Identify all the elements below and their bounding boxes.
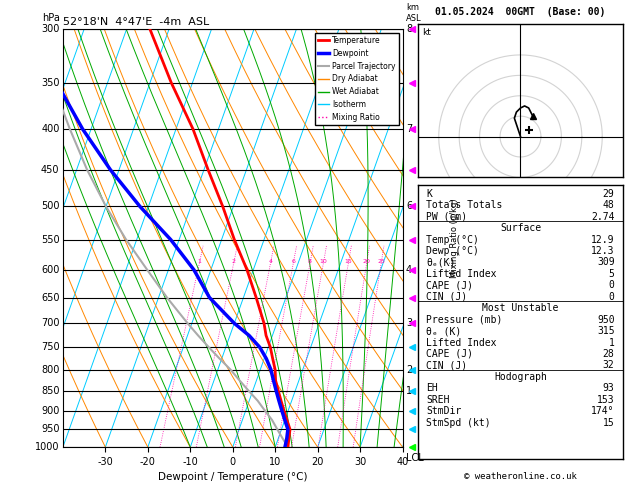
Text: 6: 6 bbox=[406, 202, 412, 211]
Text: CIN (J): CIN (J) bbox=[426, 292, 467, 302]
Text: 950: 950 bbox=[41, 424, 60, 434]
Text: 01.05.2024  00GMT  (Base: 00): 01.05.2024 00GMT (Base: 00) bbox=[435, 7, 606, 17]
Legend: Temperature, Dewpoint, Parcel Trajectory, Dry Adiabat, Wet Adiabat, Isotherm, Mi: Temperature, Dewpoint, Parcel Trajectory… bbox=[314, 33, 399, 125]
Text: EH: EH bbox=[426, 383, 438, 393]
Text: 3: 3 bbox=[406, 318, 412, 329]
Text: 7: 7 bbox=[406, 124, 412, 134]
Text: 8: 8 bbox=[308, 259, 312, 264]
Text: 300: 300 bbox=[41, 24, 60, 34]
Text: CAPE (J): CAPE (J) bbox=[426, 349, 474, 359]
Text: kt: kt bbox=[423, 28, 431, 36]
Text: 0: 0 bbox=[609, 280, 615, 290]
Text: 800: 800 bbox=[41, 364, 60, 375]
Text: 400: 400 bbox=[41, 124, 60, 134]
Text: 2: 2 bbox=[406, 364, 412, 375]
Text: StmDir: StmDir bbox=[426, 406, 462, 416]
Text: © weatheronline.co.uk: © weatheronline.co.uk bbox=[464, 472, 577, 481]
Text: 450: 450 bbox=[41, 165, 60, 175]
Text: 52°18'N  4°47'E  -4m  ASL: 52°18'N 4°47'E -4m ASL bbox=[63, 17, 209, 27]
Text: 10: 10 bbox=[320, 259, 327, 264]
Text: 500: 500 bbox=[41, 202, 60, 211]
Text: 600: 600 bbox=[41, 265, 60, 275]
X-axis label: Dewpoint / Temperature (°C): Dewpoint / Temperature (°C) bbox=[158, 472, 308, 483]
Text: θₑ (K): θₑ (K) bbox=[426, 326, 462, 336]
Text: 6: 6 bbox=[291, 259, 295, 264]
Text: Most Unstable: Most Unstable bbox=[482, 303, 559, 313]
Text: CIN (J): CIN (J) bbox=[426, 361, 467, 370]
Text: Mixing Ratio (g/kg): Mixing Ratio (g/kg) bbox=[450, 198, 459, 278]
Text: 700: 700 bbox=[41, 318, 60, 329]
Text: 25: 25 bbox=[377, 259, 385, 264]
Text: 15: 15 bbox=[344, 259, 352, 264]
Text: 650: 650 bbox=[41, 293, 60, 303]
Text: 350: 350 bbox=[41, 78, 60, 87]
Text: LCL: LCL bbox=[406, 453, 424, 463]
Text: 32: 32 bbox=[603, 361, 615, 370]
Text: Surface: Surface bbox=[500, 223, 541, 233]
Text: 29: 29 bbox=[603, 189, 615, 199]
Text: 750: 750 bbox=[41, 342, 60, 352]
Text: 950: 950 bbox=[597, 314, 615, 325]
Text: 850: 850 bbox=[41, 386, 60, 396]
Text: 550: 550 bbox=[41, 235, 60, 244]
Text: 1: 1 bbox=[406, 386, 412, 396]
Text: 20: 20 bbox=[362, 259, 370, 264]
Text: 309: 309 bbox=[597, 258, 615, 267]
Text: PW (cm): PW (cm) bbox=[426, 212, 467, 222]
Text: θₑ(K): θₑ(K) bbox=[426, 258, 456, 267]
Text: 1000: 1000 bbox=[35, 442, 60, 452]
Text: 5: 5 bbox=[609, 269, 615, 279]
Text: 900: 900 bbox=[41, 405, 60, 416]
Text: 4: 4 bbox=[269, 259, 272, 264]
Text: CAPE (J): CAPE (J) bbox=[426, 280, 474, 290]
Text: 12.9: 12.9 bbox=[591, 235, 615, 244]
Text: Temp (°C): Temp (°C) bbox=[426, 235, 479, 244]
Text: Pressure (mb): Pressure (mb) bbox=[426, 314, 503, 325]
Text: 8: 8 bbox=[406, 24, 412, 34]
Text: 0: 0 bbox=[609, 292, 615, 302]
Text: 28: 28 bbox=[603, 349, 615, 359]
Text: Hodograph: Hodograph bbox=[494, 372, 547, 382]
Text: 1: 1 bbox=[609, 338, 615, 347]
Text: 93: 93 bbox=[603, 383, 615, 393]
Text: 2: 2 bbox=[231, 259, 235, 264]
Text: K: K bbox=[426, 189, 432, 199]
Text: Dewp (°C): Dewp (°C) bbox=[426, 246, 479, 256]
Text: 153: 153 bbox=[597, 395, 615, 405]
Text: km
ASL: km ASL bbox=[406, 3, 421, 23]
Text: 2.74: 2.74 bbox=[591, 212, 615, 222]
Text: 12.3: 12.3 bbox=[591, 246, 615, 256]
Text: 174°: 174° bbox=[591, 406, 615, 416]
Text: Lifted Index: Lifted Index bbox=[426, 338, 497, 347]
Text: 4: 4 bbox=[406, 265, 412, 275]
Text: 1: 1 bbox=[198, 259, 201, 264]
Text: 15: 15 bbox=[603, 417, 615, 428]
Text: hPa: hPa bbox=[42, 13, 60, 23]
Text: Totals Totals: Totals Totals bbox=[426, 200, 503, 210]
Text: 48: 48 bbox=[603, 200, 615, 210]
Text: SREH: SREH bbox=[426, 395, 450, 405]
Text: StmSpd (kt): StmSpd (kt) bbox=[426, 417, 491, 428]
Text: 315: 315 bbox=[597, 326, 615, 336]
Text: Lifted Index: Lifted Index bbox=[426, 269, 497, 279]
